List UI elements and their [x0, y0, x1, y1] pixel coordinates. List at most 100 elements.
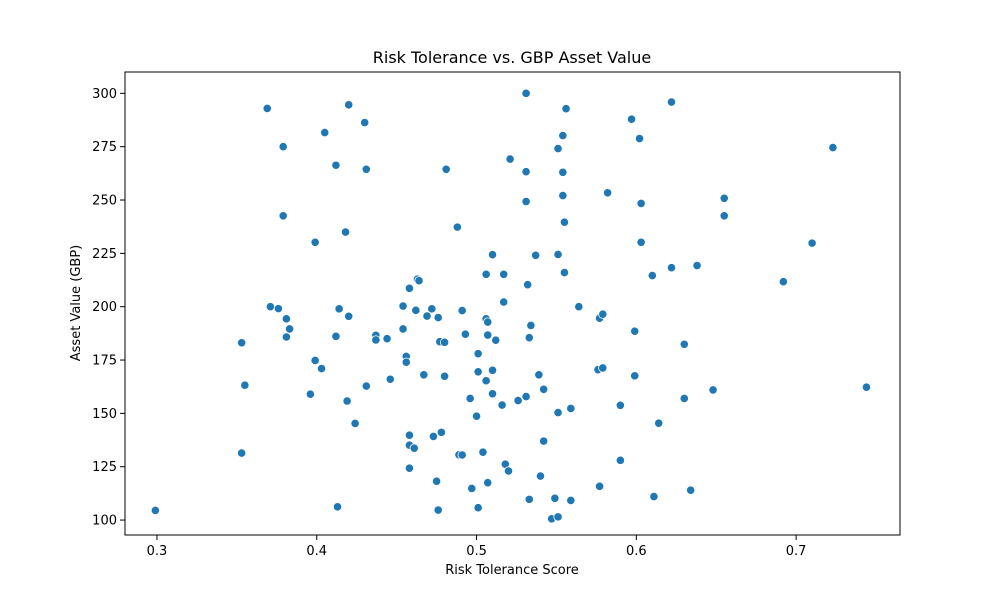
data-point: [439, 371, 450, 381]
data-point: [497, 400, 507, 410]
data-point: [686, 485, 696, 495]
data-point: [305, 389, 315, 399]
y-tick-label: 225: [92, 247, 117, 262]
data-point: [404, 430, 415, 440]
data-point: [807, 238, 817, 248]
x-axis-label: Risk Tolerance Score: [445, 563, 579, 578]
x-tick-label: 0.5: [466, 544, 487, 559]
data-point: [559, 217, 570, 227]
data-point: [473, 503, 483, 513]
data-point: [636, 237, 646, 247]
data-point: [550, 493, 560, 503]
data-point: [419, 370, 429, 380]
data-point: [615, 400, 625, 410]
data-point: [647, 270, 657, 281]
data-point: [350, 418, 360, 429]
data-point: [521, 391, 531, 402]
data-point: [487, 250, 498, 260]
data-point: [237, 338, 247, 348]
data-point: [487, 365, 498, 375]
data-point: [553, 143, 563, 154]
data-point: [344, 311, 354, 321]
data-point: [320, 127, 330, 138]
data-point: [411, 305, 421, 315]
data-point: [457, 305, 467, 316]
data-point: [861, 382, 872, 392]
data-point: [666, 97, 677, 107]
data-point: [433, 312, 443, 323]
x-tick-label: 0.4: [306, 544, 327, 559]
data-point: [553, 512, 563, 522]
data-point: [371, 335, 381, 345]
data-point: [310, 237, 320, 247]
data-point: [499, 297, 509, 307]
data-point: [481, 376, 491, 386]
data-point: [598, 309, 608, 319]
data-point: [150, 505, 160, 516]
data-point: [719, 193, 729, 203]
data-point: [630, 326, 640, 336]
x-tick-label: 0.6: [626, 544, 647, 559]
data-point: [558, 167, 568, 177]
data-point: [465, 393, 475, 404]
data-point: [708, 385, 718, 395]
data-point: [428, 431, 439, 442]
data-point: [719, 211, 729, 221]
data-point: [828, 142, 838, 153]
data-point: [692, 260, 702, 271]
data-point: [513, 395, 523, 406]
data-point: [439, 337, 450, 347]
data-point: [615, 455, 625, 465]
data-point: [361, 381, 371, 391]
data-point: [630, 371, 640, 381]
x-axis: 0.3 0.4 0.5 0.6 0.7: [147, 535, 807, 559]
axes-frame: [124, 71, 901, 536]
y-tick-label: 200: [92, 300, 117, 315]
data-point: [237, 448, 247, 458]
y-tick-label: 250: [92, 194, 117, 209]
y-tick-label: 100: [92, 514, 117, 529]
data-point: [342, 396, 352, 406]
data-point: [310, 355, 320, 366]
data-point: [332, 502, 343, 512]
data-point: [334, 304, 344, 314]
y-tick-label: 150: [92, 407, 117, 422]
data-point: [433, 505, 443, 515]
data-point: [594, 481, 605, 491]
data-point: [385, 374, 395, 384]
data-point: [262, 103, 272, 114]
data-point: [679, 339, 689, 349]
x-tick-label: 0.7: [786, 544, 807, 559]
data-point: [404, 283, 415, 293]
data-point: [636, 198, 646, 209]
plot-area: [124, 71, 901, 536]
data-point: [414, 276, 424, 286]
data-point: [491, 335, 501, 345]
data-point: [505, 154, 515, 164]
data-point: [473, 367, 483, 377]
data-point: [487, 389, 498, 399]
data-point: [503, 466, 514, 476]
data-point: [361, 164, 371, 174]
data-point: [531, 250, 541, 260]
data-point: [340, 227, 351, 237]
data-point: [666, 263, 677, 273]
y-axis: 100 125 150 175 200 225 250 275 300: [92, 87, 125, 529]
data-point: [558, 190, 568, 201]
data-point: [278, 211, 288, 221]
data-point: [473, 349, 483, 359]
data-point: [457, 450, 467, 460]
data-point: [574, 302, 584, 312]
data-point: [471, 411, 482, 421]
data-point: [284, 324, 295, 334]
data-point: [344, 100, 354, 110]
data-point: [553, 407, 563, 418]
data-point: [535, 471, 546, 481]
data-point: [523, 280, 533, 290]
data-point: [483, 330, 493, 340]
y-tick-label: 175: [92, 354, 117, 369]
data-point: [478, 447, 488, 457]
chart-title: Risk Tolerance vs. GBP Asset Value: [373, 48, 651, 67]
data-point: [398, 324, 408, 334]
